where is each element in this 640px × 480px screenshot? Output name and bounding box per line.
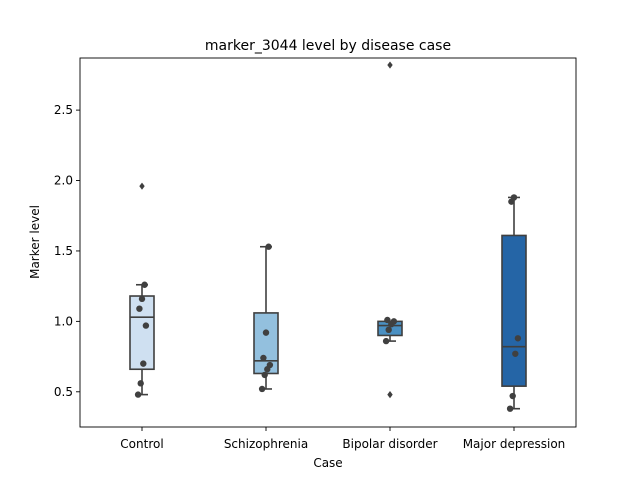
outlier-marker [387,391,393,399]
y-axis-label: Marker level [28,205,42,279]
y-tick-label: 0.5 [54,385,73,399]
data-point [258,385,266,393]
y-tick-label: 1.0 [54,314,73,328]
plot-area [129,61,527,412]
data-point [136,305,143,312]
axes-frame [79,57,577,428]
data-point [137,380,144,387]
x-axis: Control Schizophrenia Bipolar disorder Majo… [120,427,565,451]
data-point [384,316,391,324]
y-tick-label: 2.5 [54,103,73,117]
x-tick-label: Major depression [463,437,566,451]
chart-title: marker_3044 level by disease case [205,38,451,54]
y-axis: 0.5 1.0 1.5 2.0 2.5 [54,103,80,399]
data-point [138,295,146,303]
box-group-major-depression [501,194,527,412]
x-tick-label: Schizophrenia [224,437,308,451]
data-point [265,243,272,250]
outlier-marker [387,61,393,69]
data-point [141,281,148,288]
outlier-marker [139,182,145,190]
box-group-schizophrenia [253,243,279,393]
data-point [514,335,522,342]
data-point [512,350,519,357]
data-point [510,194,518,201]
y-tick-label: 1.5 [54,244,73,258]
data-point [382,337,390,345]
data-point [506,405,514,412]
data-point [134,391,142,398]
data-point [266,361,274,369]
data-point [262,329,270,336]
data-point [142,322,150,329]
data-point [385,326,392,334]
x-axis-label: Case [313,456,342,470]
box-group-bipolar-disorder [377,61,403,399]
box [501,234,527,387]
box [253,312,279,375]
data-point [509,392,516,400]
data-point [140,360,147,367]
data-point [260,354,267,362]
x-tick-label: Bipolar disorder [342,437,437,451]
data-point [390,318,398,325]
x-tick-label: Control [120,437,163,451]
box-group-control [129,182,155,398]
data-point [261,371,268,379]
y-tick-label: 2.0 [54,174,73,188]
